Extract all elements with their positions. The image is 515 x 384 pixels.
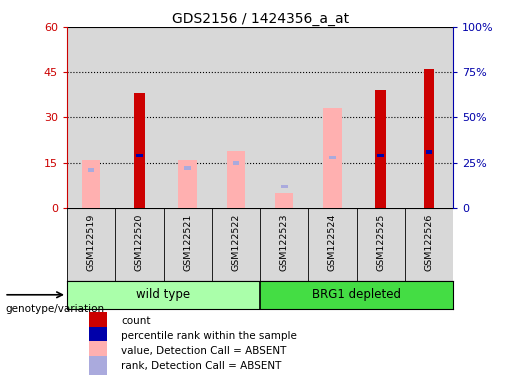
Text: GSM122523: GSM122523 bbox=[280, 214, 289, 271]
Bar bbox=[82, 160, 100, 208]
Bar bbox=[329, 156, 336, 159]
Text: GSM122522: GSM122522 bbox=[231, 214, 241, 271]
Text: BRG1 depleted: BRG1 depleted bbox=[312, 288, 401, 301]
Bar bbox=[89, 341, 107, 360]
Bar bbox=[375, 90, 386, 208]
Bar bbox=[115, 27, 163, 208]
Text: GSM122520: GSM122520 bbox=[135, 214, 144, 271]
Bar bbox=[323, 108, 341, 208]
Text: GSM122526: GSM122526 bbox=[424, 214, 434, 271]
Bar bbox=[281, 185, 287, 188]
Bar bbox=[89, 356, 107, 375]
Bar bbox=[308, 27, 356, 208]
Bar bbox=[212, 27, 260, 208]
Bar bbox=[275, 193, 294, 208]
Bar bbox=[424, 69, 434, 208]
Text: percentile rank within the sample: percentile rank within the sample bbox=[121, 331, 297, 341]
Title: GDS2156 / 1424356_a_at: GDS2156 / 1424356_a_at bbox=[171, 12, 349, 26]
Text: rank, Detection Call = ABSENT: rank, Detection Call = ABSENT bbox=[121, 361, 281, 371]
Bar bbox=[227, 151, 245, 208]
Bar bbox=[260, 281, 453, 309]
Text: value, Detection Call = ABSENT: value, Detection Call = ABSENT bbox=[121, 346, 286, 356]
Bar bbox=[88, 168, 94, 172]
Text: wild type: wild type bbox=[136, 288, 191, 301]
Bar bbox=[184, 166, 191, 170]
Bar bbox=[426, 150, 433, 154]
Bar bbox=[260, 27, 308, 208]
Bar bbox=[67, 281, 260, 309]
Bar bbox=[134, 93, 145, 208]
Bar bbox=[405, 27, 453, 208]
Text: GSM122521: GSM122521 bbox=[183, 214, 192, 271]
Bar bbox=[163, 27, 212, 208]
Text: genotype/variation: genotype/variation bbox=[5, 304, 104, 314]
Bar bbox=[136, 154, 143, 157]
Bar bbox=[377, 154, 384, 157]
Bar bbox=[89, 326, 107, 345]
Bar bbox=[89, 312, 107, 331]
Bar bbox=[356, 27, 405, 208]
Bar bbox=[179, 160, 197, 208]
Text: GSM122525: GSM122525 bbox=[376, 214, 385, 271]
Text: GSM122524: GSM122524 bbox=[328, 214, 337, 271]
Bar bbox=[67, 27, 115, 208]
Text: count: count bbox=[121, 316, 150, 326]
Bar bbox=[233, 161, 239, 165]
Text: GSM122519: GSM122519 bbox=[87, 214, 96, 271]
